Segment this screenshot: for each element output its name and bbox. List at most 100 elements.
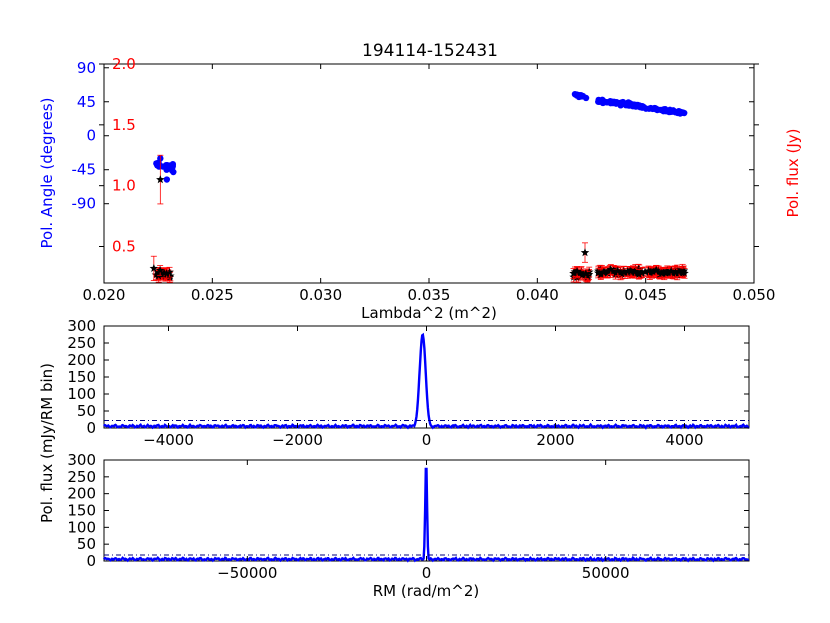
y-tick-label: 100: [67, 518, 96, 536]
panel3-x-label: RM (rad/m^2): [373, 582, 480, 600]
flux-point: [619, 267, 628, 276]
panel1-x-ticks: 0.020 0.025 0.030 0.035 0.040 0.045 0.050: [83, 64, 776, 304]
flux-point: [634, 264, 643, 273]
angle-point: [634, 102, 642, 110]
flux-point: [661, 268, 670, 277]
panel3-x-ticks: −50000 0 50000: [217, 460, 630, 582]
flux-point: [162, 269, 171, 278]
x-tick-label: 0.020: [83, 286, 126, 304]
flux-point: [657, 268, 667, 277]
rm-spectrum-line: [103, 332, 750, 430]
flux-point: [599, 267, 608, 277]
flux-point: [155, 265, 165, 275]
flux-point: [637, 268, 647, 277]
y-tick-label: 1.5: [112, 116, 136, 134]
flux-point: [166, 271, 175, 280]
y-tick-label: 0: [86, 552, 96, 570]
x-tick-label: 0.035: [408, 286, 451, 304]
flux-point: [603, 268, 612, 277]
flux-point: [626, 266, 636, 275]
flux-point: [572, 266, 582, 275]
flux-point: [613, 266, 623, 275]
flux-point: [617, 269, 627, 278]
flux-point: [606, 265, 616, 274]
y-tick-label: 0: [86, 419, 96, 437]
flux-point: [581, 269, 591, 278]
x-tick-label: 0: [422, 431, 432, 449]
y-tick-label: -90: [72, 195, 97, 213]
flux-point: [580, 248, 590, 257]
angle-point: [600, 98, 608, 105]
flux-point: [149, 263, 159, 272]
angle-point: [170, 168, 177, 176]
panel1-frame: [103, 63, 755, 284]
y-tick-label: 45: [77, 93, 96, 111]
y-tick-label: 50: [77, 402, 96, 420]
rm-spectrum-line: [102, 467, 749, 563]
angle-point: [596, 98, 603, 105]
x-tick-label: 0.050: [733, 286, 776, 304]
y-tick-label: 300: [67, 451, 96, 469]
x-tick-label: −50000: [217, 564, 277, 582]
y-tick-label: 200: [67, 485, 96, 503]
angle-point: [606, 98, 614, 105]
flux-point: [165, 267, 174, 276]
panel1-y-label: Pol. Angle (degrees): [38, 98, 56, 249]
angle-point: [577, 91, 585, 99]
panel1-y-ticks: 90 45 0 -45 -90: [72, 59, 754, 213]
panel1-y2-label: Pol. flux (Jy): [784, 129, 802, 218]
x-tick-label: 0: [422, 564, 432, 582]
x-tick-label: 2000: [536, 431, 574, 449]
flux-point: [674, 267, 684, 276]
chart-title: 194114-152431: [362, 41, 498, 61]
y-tick-label: -45: [72, 161, 97, 179]
y-tick-label: 250: [67, 334, 96, 352]
x-tick-label: 0.025: [191, 286, 234, 304]
angle-point: [662, 107, 669, 114]
flux-point: [666, 266, 676, 275]
panel2-x-ticks: −4000 −2000 0 2000 4000: [143, 326, 704, 449]
angle-point: [676, 108, 684, 116]
y-tick-label: 90: [77, 59, 96, 77]
angle-point: [159, 163, 167, 170]
rm-y-label: Pol. flux (mJy/RM bin): [38, 363, 56, 523]
flux-point: [644, 266, 653, 275]
y-tick-label: 150: [67, 502, 96, 520]
y-tick-label: 2.0: [112, 55, 136, 73]
flux-point: [156, 175, 165, 184]
flux-point: [671, 268, 680, 277]
flux-point: [654, 266, 663, 275]
x-tick-label: 50000: [582, 564, 630, 582]
flux-point: [609, 265, 618, 274]
panel1-x-label: Lambda^2 (m^2): [361, 304, 497, 322]
flux-point: [634, 269, 644, 278]
flux-point: [623, 266, 632, 275]
y-tick-label: 100: [67, 385, 96, 403]
y-tick-label: 300: [67, 317, 96, 335]
x-tick-label: 0.045: [624, 286, 667, 304]
angle-series: [153, 90, 688, 183]
x-tick-label: −4000: [143, 431, 194, 449]
flux-point: [577, 270, 587, 279]
y-tick-label: 50: [77, 535, 96, 553]
rm-spectrum-full-series: [102, 467, 749, 563]
flux-point: [651, 266, 661, 275]
x-tick-label: 4000: [665, 431, 703, 449]
panel1-y2-ticks: 2.0 1.5 1.0 0.5: [99, 55, 759, 256]
flux-point: [596, 270, 606, 279]
x-tick-label: −2000: [272, 431, 323, 449]
x-tick-label: 0.040: [516, 286, 559, 304]
angle-point: [163, 176, 171, 183]
y-tick-label: 0.5: [112, 238, 136, 256]
angle-point: [652, 105, 659, 112]
y-tick-label: 200: [67, 351, 96, 369]
x-tick-label: 0.030: [299, 286, 342, 304]
flux-point: [569, 269, 578, 278]
panel-polarization-angle: 0.020 0.025 0.030 0.035 0.040 0.045 0.050 90 45…: [38, 55, 802, 322]
rm-spectrum-zoom-series: [103, 332, 750, 430]
